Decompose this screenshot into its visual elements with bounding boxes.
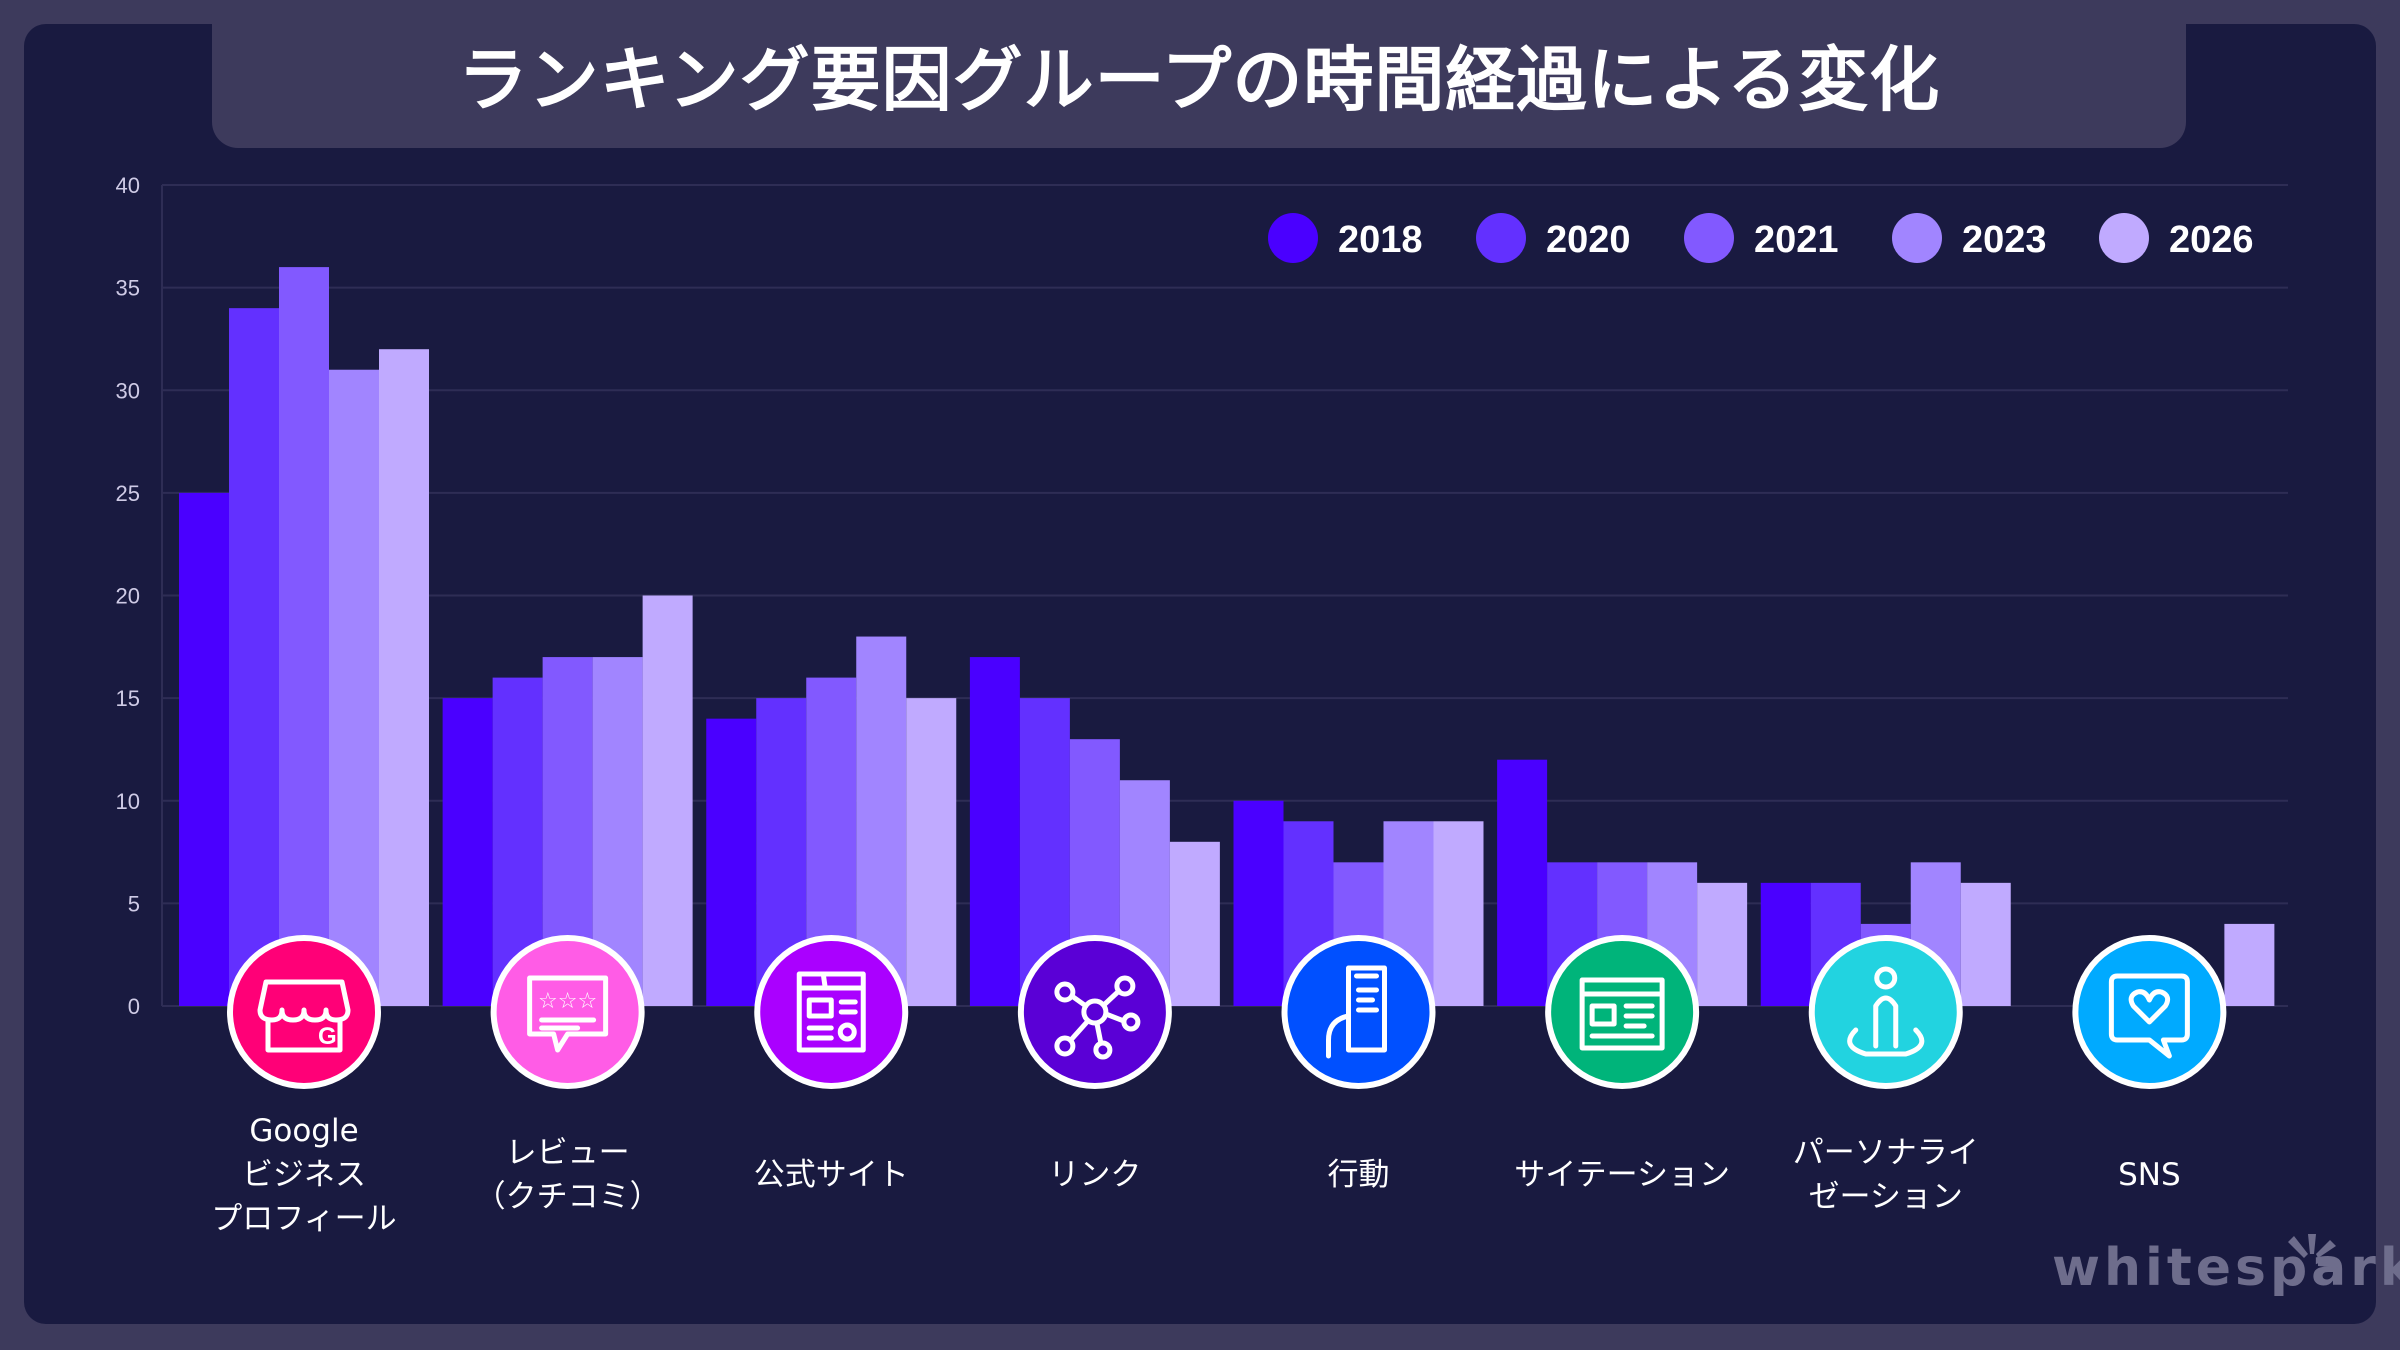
phone-in-hand-icon: [1281, 935, 1436, 1089]
link-network-icon: [1017, 935, 1172, 1089]
bar-2023: [329, 369, 379, 1007]
legend-item-2023: 2023: [1892, 213, 2047, 263]
y-tick-label: 20: [116, 584, 140, 609]
bar-2026: [1433, 821, 1484, 1006]
legend-label: 2026: [2169, 219, 2254, 261]
y-tick-label: 10: [116, 789, 140, 814]
person-icon: [1808, 935, 1963, 1089]
category-label: SNS: [2118, 1157, 2181, 1193]
y-tick-label: 5: [128, 891, 140, 916]
bar-2026: [1960, 882, 2011, 1006]
y-tick-label: 40: [116, 173, 140, 198]
icon-badge: [1017, 935, 1172, 1089]
category-label: 公式サイト: [753, 1157, 909, 1193]
bar-2026: [1697, 882, 1748, 1006]
icon-badge: [490, 935, 645, 1089]
bar-2018: [969, 657, 1020, 1006]
svg-text:☆☆☆: ☆☆☆: [538, 989, 597, 1014]
bar-2021: [279, 267, 329, 1007]
legend-label: 2020: [1546, 219, 1631, 261]
legend-swatch: [2099, 213, 2149, 263]
spark-icon: [2288, 1234, 2340, 1268]
bar-2026: [1169, 841, 1220, 1006]
icon-badge: [1545, 935, 1700, 1089]
category-label: リンク: [1048, 1157, 1142, 1193]
legend-swatch: [1892, 213, 1942, 263]
bar-2026: [642, 595, 693, 1006]
legend-label: 2018: [1338, 219, 1423, 261]
bar-2026: [906, 698, 957, 1006]
y-tick-label: 35: [116, 276, 140, 301]
bar-2018: [1760, 882, 1811, 1006]
category-label: サイテーション: [1514, 1157, 1730, 1193]
category-label: レビュー （クチコミ）: [474, 1135, 661, 1215]
y-tick-label: 25: [116, 481, 140, 506]
legend-item-2021: 2021: [1684, 213, 1839, 263]
bar-2026: [2224, 923, 2275, 1006]
legend-swatch: [1684, 213, 1734, 263]
category-label: Google ビジネス プロフィール: [211, 1113, 397, 1237]
storefront-icon: G: [227, 935, 381, 1089]
bar-2018: [442, 698, 493, 1006]
review-stars-icon: ☆☆☆: [490, 935, 645, 1089]
bar-2018: [179, 492, 229, 1006]
legend-label: 2021: [1754, 219, 1839, 261]
newspaper-icon: [1545, 935, 1700, 1089]
legend-item-2018: 2018: [1268, 213, 1423, 263]
category-label: 行動: [1327, 1157, 1390, 1193]
legend-item-2026: 2026: [2099, 213, 2254, 263]
bar-2018: [1233, 800, 1284, 1006]
legend-item-2020: 2020: [1476, 213, 1631, 263]
icon-badge: [2072, 935, 2227, 1089]
y-tick-label: 15: [116, 686, 140, 711]
bar-2018: [1497, 759, 1548, 1006]
bar-2020: [229, 308, 279, 1006]
svg-text:G: G: [318, 1023, 337, 1050]
legend-swatch: [1476, 213, 1526, 263]
bar-2026: [379, 349, 429, 1006]
legend-swatch: [1268, 213, 1318, 263]
bar-2018: [706, 718, 757, 1006]
website-icon: [754, 935, 909, 1089]
icon-badge: [1808, 935, 1963, 1089]
whitespark-logo: whitespark: [2052, 1238, 2400, 1298]
y-tick-label: 30: [116, 378, 140, 403]
legend-label: 2023: [1962, 219, 2047, 261]
category-label: パーソナライ ゼーション: [1792, 1135, 1979, 1215]
y-tick-label: 0: [128, 994, 140, 1019]
social-heart-icon: [2072, 935, 2227, 1089]
chart-title: ランキング要因グループの時間経過による変化: [457, 38, 1941, 121]
title-banner: ランキング要因グループの時間経過による変化: [212, 0, 2186, 148]
